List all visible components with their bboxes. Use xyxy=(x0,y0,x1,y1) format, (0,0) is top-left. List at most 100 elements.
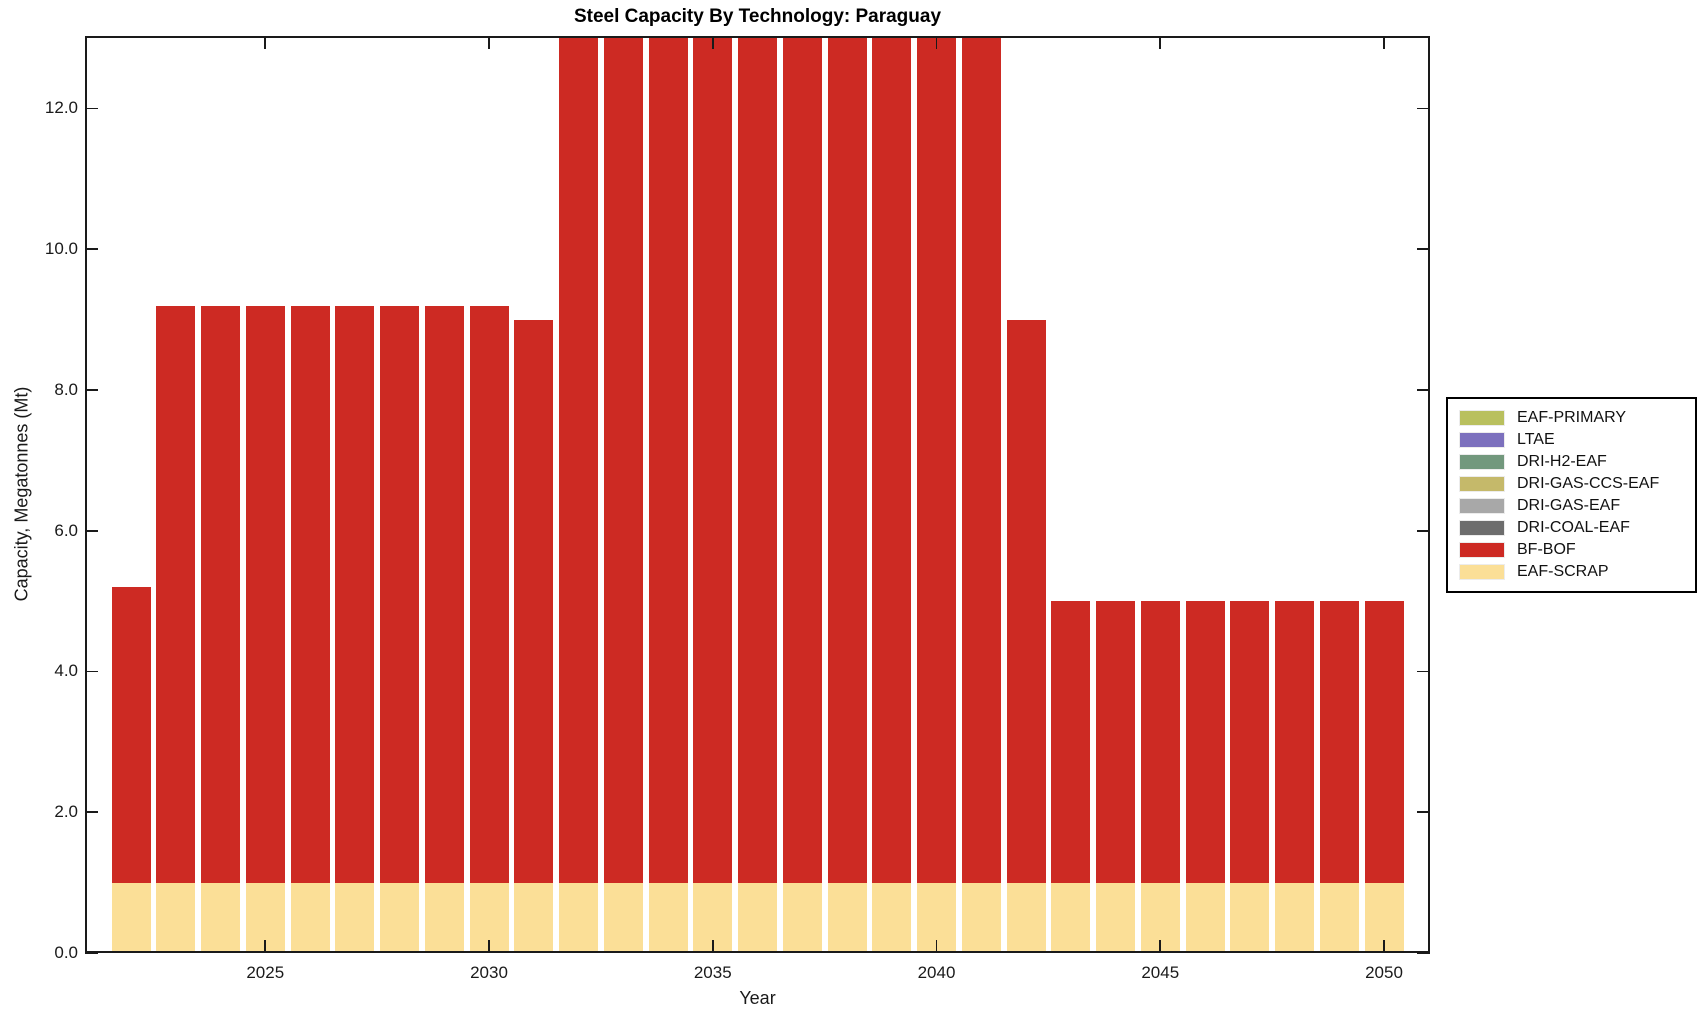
y-tick-right xyxy=(1417,811,1430,814)
bar-2043-bf-bof xyxy=(1051,601,1091,883)
chart-title: Steel Capacity By Technology: Paraguay xyxy=(573,6,942,27)
legend-label: EAF-PRIMARY xyxy=(1517,409,1627,426)
bar-2034-bf-bof xyxy=(648,36,688,883)
bar-2027-bf-bof xyxy=(335,305,375,883)
bar-2040-bf-bof xyxy=(917,36,956,883)
x-tick-label: 2040 xyxy=(917,963,956,982)
x-tick-top xyxy=(711,36,714,49)
bar-2027-eaf-scrap xyxy=(335,882,375,953)
y-tick-label: 8.0 xyxy=(54,379,78,399)
bar-2023-bf-bof xyxy=(156,305,196,883)
bar-2041-bf-bof xyxy=(961,36,1001,883)
y-tick-left xyxy=(85,389,98,391)
bar-2033-bf-bof xyxy=(603,36,643,883)
legend-label: LTAE xyxy=(1517,431,1555,448)
x-tick-top xyxy=(1383,36,1385,49)
y-tick-right xyxy=(1417,670,1430,673)
bar-2026-bf-bof xyxy=(290,305,330,883)
x-tick-label: 2045 xyxy=(1141,963,1180,982)
y-tick-left xyxy=(85,529,98,532)
bar-2048-eaf-scrap xyxy=(1275,882,1314,953)
bar-2032-bf-bof xyxy=(559,36,598,883)
y-tick-right xyxy=(1417,107,1430,110)
bar-2026-eaf-scrap xyxy=(290,882,330,953)
y-tick-right xyxy=(1417,529,1430,532)
bar-2028-bf-bof xyxy=(380,305,419,883)
x-tick-label: 2035 xyxy=(693,963,732,982)
legend-swatch-icon xyxy=(1459,410,1505,426)
x-tick-top xyxy=(935,36,938,49)
bar-2024-bf-bof xyxy=(201,305,240,883)
x-tick-bottom xyxy=(711,940,714,953)
bar-2033-eaf-scrap xyxy=(603,882,643,953)
legend-swatch-icon xyxy=(1459,498,1505,514)
bar-2050-bf-bof xyxy=(1364,601,1404,883)
bar-2031-eaf-scrap xyxy=(514,882,554,953)
bar-2023-eaf-scrap xyxy=(156,882,196,953)
legend-label: DRI-GAS-CCS-EAF xyxy=(1517,475,1660,492)
legend-label: EAF-SCRAP xyxy=(1517,563,1609,580)
bar-2046-eaf-scrap xyxy=(1185,882,1225,953)
bar-2032-eaf-scrap xyxy=(559,882,598,953)
y-tick-left xyxy=(85,248,98,251)
bar-2047-bf-bof xyxy=(1230,601,1270,883)
legend-swatch-icon xyxy=(1459,542,1505,558)
bar-2022-bf-bof xyxy=(111,587,151,883)
legend-swatch-icon xyxy=(1459,564,1505,580)
bar-2029-eaf-scrap xyxy=(424,882,464,953)
x-tick-label: 2030 xyxy=(470,963,508,982)
legend-swatch-icon xyxy=(1459,520,1505,536)
legend-item-dri-gas-eaf: DRI-GAS-EAF xyxy=(1459,495,1695,517)
legend-label: DRI-GAS-EAF xyxy=(1517,497,1621,514)
legend-item-dri-coal-eaf: DRI-COAL-EAF xyxy=(1459,517,1695,539)
bar-2031-bf-bof xyxy=(514,319,554,883)
x-tick-top xyxy=(264,36,267,49)
y-tick-right xyxy=(1417,248,1430,251)
x-tick-bottom xyxy=(1159,940,1162,953)
bar-2029-bf-bof xyxy=(424,305,464,883)
bar-2024-eaf-scrap xyxy=(201,882,240,953)
bar-2028-eaf-scrap xyxy=(380,882,419,953)
legend-item-ltae: LTAE xyxy=(1459,429,1695,451)
y-tick-label: 2.0 xyxy=(54,802,78,822)
bar-2044-eaf-scrap xyxy=(1096,882,1135,953)
bar-2037-eaf-scrap xyxy=(782,882,822,953)
bar-2042-bf-bof xyxy=(1006,319,1046,883)
legend-label: DRI-COAL-EAF xyxy=(1517,519,1630,536)
bar-2030-bf-bof xyxy=(469,305,509,883)
bar-2041-eaf-scrap xyxy=(961,882,1001,953)
bar-2035-bf-bof xyxy=(693,36,733,883)
x-tick-top xyxy=(1159,36,1162,49)
y-tick-label: 0.0 xyxy=(54,943,78,962)
bar-2034-eaf-scrap xyxy=(648,882,688,953)
bar-2039-bf-bof xyxy=(872,36,912,883)
legend-box: EAF-PRIMARY LTAE DRI-H2-EAF DRI-GAS-CCS-EAF… xyxy=(1446,397,1697,593)
x-tick-bottom xyxy=(1383,940,1385,953)
y-axis-label: Capacity, Megatonnes (Mt) xyxy=(11,386,32,602)
legend-item-dri-h2-eaf: DRI-H2-EAF xyxy=(1459,451,1695,473)
y-tick-left xyxy=(85,670,98,673)
bar-2036-bf-bof xyxy=(738,36,777,883)
legend-item-dri-gas-ccs-eaf: DRI-GAS-CCS-EAF xyxy=(1459,473,1695,495)
bar-2049-bf-bof xyxy=(1319,601,1359,883)
x-axis-label: Year xyxy=(739,988,776,1008)
legend-swatch-icon xyxy=(1459,476,1505,492)
y-tick-left xyxy=(85,107,98,110)
y-tick-right xyxy=(1417,952,1430,954)
y-tick-left xyxy=(85,811,98,814)
y-tick-left xyxy=(85,952,98,954)
bar-2048-bf-bof xyxy=(1275,601,1314,883)
bar-2043-eaf-scrap xyxy=(1051,882,1091,953)
x-tick-bottom xyxy=(264,940,267,953)
x-tick-bottom xyxy=(488,940,490,953)
y-tick-label: 6.0 xyxy=(54,520,78,540)
bar-2037-bf-bof xyxy=(782,36,822,883)
x-tick-label: 2025 xyxy=(246,963,285,982)
legend-swatch-icon xyxy=(1459,454,1505,470)
y-tick-right xyxy=(1417,389,1430,391)
x-tick-top xyxy=(488,36,490,49)
legend-item-eaf-primary: EAF-PRIMARY xyxy=(1459,407,1695,429)
bar-2038-bf-bof xyxy=(827,36,867,883)
bar-2046-bf-bof xyxy=(1185,601,1225,883)
